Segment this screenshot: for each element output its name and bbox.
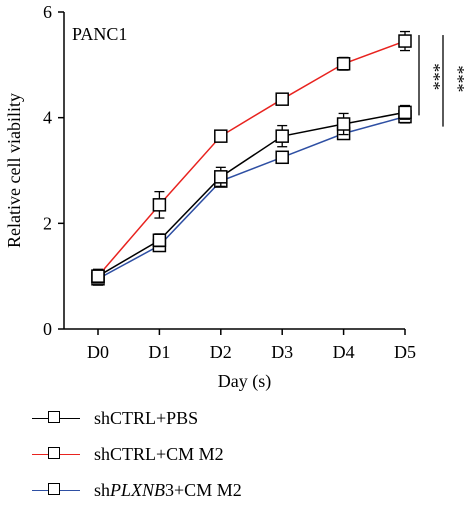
square-marker-icon <box>48 411 60 423</box>
y-tick-label: 0 <box>43 319 52 339</box>
legend-label: shPLXNB3+CM M2 <box>94 480 242 500</box>
significance-label: *** <box>424 63 444 90</box>
legend-label: shCTRL+CM M2 <box>94 444 224 464</box>
y-tick-label: 6 <box>43 2 52 22</box>
legend-item-shctrl-cm-m2: shCTRL+CM M2 <box>30 442 360 468</box>
legend-item-shplxnb3-cm-m2: shPLXNB3+CM M2 <box>30 478 360 504</box>
series-line <box>97 40 406 277</box>
data-point <box>214 129 228 143</box>
data-point <box>214 170 228 184</box>
x-tick-label: D2 <box>210 342 232 362</box>
data-point <box>91 269 105 283</box>
data-point <box>336 57 351 71</box>
significance-label: *** <box>448 65 468 92</box>
data-point <box>275 92 289 106</box>
legend: shCTRL+PBS shCTRL+CM M2 shPLXNB3+CM M2 <box>30 406 360 514</box>
data-point <box>152 233 167 247</box>
x-tick-label: D1 <box>148 342 170 362</box>
y-axis-label: Relative cell viability <box>4 93 24 248</box>
y-tick-label: 2 <box>43 213 52 233</box>
line-chart: 0 2 4 6 D0 D1 D2 D3 D4 D5 Day (s) Relative cell via… <box>4 2 468 392</box>
data-point <box>398 34 412 48</box>
square-marker-icon <box>48 483 60 495</box>
legend-label: shCTRL+PBS <box>94 408 199 428</box>
x-axis-label: Day (s) <box>218 371 271 392</box>
series-line <box>97 115 406 280</box>
data-point <box>152 198 167 212</box>
x-tick-label: D5 <box>394 342 416 362</box>
series-line <box>97 111 406 277</box>
chart-title: PANC1 <box>72 24 127 44</box>
legend-item-shctrl-pbs: shCTRL+PBS <box>30 406 360 432</box>
x-tick-label: D0 <box>87 342 109 362</box>
data-point <box>336 117 351 131</box>
x-tick-label: D4 <box>333 342 355 362</box>
data-point <box>275 129 289 143</box>
data-point <box>398 105 412 120</box>
data-point <box>275 150 289 165</box>
x-tick-label: D3 <box>271 342 293 362</box>
y-tick-label: 4 <box>43 108 52 128</box>
square-marker-icon <box>48 447 60 459</box>
